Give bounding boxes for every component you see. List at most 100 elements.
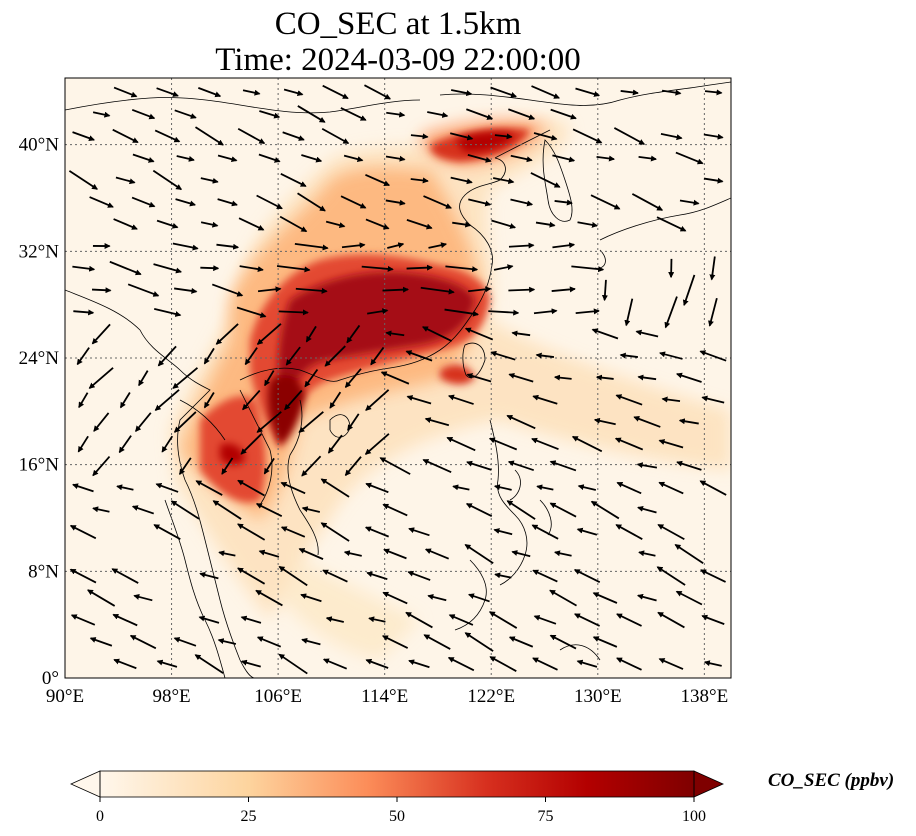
wind-arrow [575, 87, 601, 97]
lat-tick-label: 0° [42, 668, 59, 689]
map-title-line2: Time: 2024-03-09 22:00:00 [215, 42, 581, 78]
lon-tick-label: 138°E [681, 686, 729, 707]
wind-arrow [258, 549, 280, 558]
wind-arrow [488, 611, 518, 629]
wind-arrow [365, 173, 391, 187]
wind-arrow [577, 221, 598, 228]
wind-arrow [172, 367, 199, 389]
wind-arrow [344, 368, 362, 389]
wind-arrow [255, 589, 283, 607]
wind-arrow [506, 500, 536, 520]
colorbar-tick-label: 0 [96, 808, 104, 825]
wind-arrow [637, 593, 657, 602]
wind-arrow [242, 89, 261, 96]
wind-arrow [381, 635, 409, 649]
wind-arrow [385, 330, 405, 337]
wind-arrow [615, 394, 643, 406]
wind-arrow [264, 370, 275, 387]
wind-arrow [678, 418, 699, 425]
wind-arrow [72, 265, 96, 272]
wind-arrow [385, 199, 406, 206]
wind-arrow [113, 218, 138, 230]
wind-arrow [466, 373, 492, 383]
wind-arrow [153, 524, 181, 540]
wind-arrow [624, 298, 634, 327]
wind-arrow [493, 528, 513, 536]
wind-arrow [68, 170, 98, 190]
wind-arrow [92, 506, 110, 513]
wind-arrow [615, 524, 643, 540]
wind-arrow [590, 500, 620, 520]
wind-arrow [203, 392, 215, 409]
wind-arrow [237, 479, 265, 497]
wind-arrow [327, 434, 343, 454]
wind-arrow [406, 219, 433, 230]
wind-arrow [614, 437, 644, 451]
wind-arrow [661, 396, 681, 403]
wind-arrow [675, 590, 703, 606]
wind-arrow [195, 480, 223, 496]
wind-arrow [424, 548, 450, 560]
wind-arrow [361, 265, 394, 272]
wind-arrow [468, 593, 490, 603]
wind-arrow [532, 394, 558, 405]
colorbar-extend-high [693, 770, 724, 798]
wind-arrow [407, 570, 431, 581]
wind-arrow [656, 566, 686, 586]
wind-arrow [423, 195, 452, 209]
wind-arrow [78, 392, 89, 409]
wind-arrow [321, 127, 350, 145]
wind-arrow [198, 87, 222, 98]
wind-arrow [238, 217, 265, 231]
wind-arrow [370, 346, 385, 366]
wind-arrow [256, 323, 282, 345]
wind-arrow [616, 613, 642, 627]
wind-arrow [364, 84, 391, 100]
wind-arrow [493, 264, 514, 271]
wind-arrow [452, 484, 470, 491]
wind-arrow [69, 524, 97, 540]
wind-arrow [236, 306, 267, 318]
wind-arrow [703, 660, 722, 667]
wind-arrow [445, 265, 479, 273]
wind-arrow [664, 296, 678, 329]
wind-arrow [549, 502, 577, 518]
wind-arrow [203, 347, 215, 365]
wind-arrow [576, 659, 598, 668]
wind-arrow [365, 218, 390, 230]
wind-arrow [301, 637, 321, 646]
wind-arrow [87, 589, 116, 607]
wind-arrow [676, 460, 702, 471]
wind-arrow [571, 435, 603, 453]
wind-arrow [490, 350, 516, 361]
wind-arrow [552, 242, 576, 249]
colorbar: 0 25 50 75 100 [70, 770, 724, 825]
plot-frame [64, 77, 732, 679]
wind-arrow [320, 478, 350, 498]
wind-arrow [613, 127, 646, 145]
wind-arrow [466, 108, 494, 120]
longitude-tick-labels: 90°E 98°E 106°E 114°E 122°E 130°E 138°E [46, 686, 728, 707]
wind-arrow [365, 482, 389, 494]
wind-arrow [176, 155, 195, 162]
wind-arrow [194, 126, 224, 146]
wind-arrow [135, 412, 152, 432]
wind-arrow [428, 242, 448, 249]
wind-arrow [131, 108, 156, 120]
wind-arrow [341, 242, 366, 249]
lat-tick-label: 40°N [19, 135, 60, 156]
wind-arrow [549, 460, 577, 472]
wind-arrow [405, 611, 433, 629]
wind-arrow [324, 345, 346, 367]
colorbar-tick-label: 100 [682, 808, 706, 825]
wind-arrow [532, 657, 558, 671]
wind-arrow [405, 350, 433, 362]
wind-arrow [682, 274, 696, 307]
wind-arrow [173, 637, 197, 647]
wind-arrow [450, 132, 474, 141]
wind-arrow [92, 455, 111, 477]
wind-arrow [493, 484, 512, 491]
wind-arrow [217, 154, 238, 163]
colorbar-gradient [100, 771, 694, 797]
wind-arrow [113, 86, 138, 98]
